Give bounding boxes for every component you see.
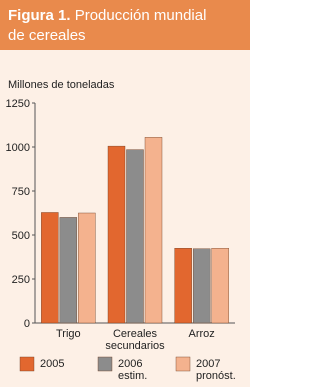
legend-label: 2005 bbox=[40, 358, 64, 370]
x-tick-label: Cereales secundarios bbox=[105, 328, 165, 352]
bar bbox=[192, 248, 211, 324]
y-tick-label: 1250 bbox=[6, 98, 30, 110]
legend-swatch bbox=[19, 356, 35, 372]
chart-title: Figura 1. Producción mundial bbox=[8, 7, 206, 24]
x-tick-label: Arroz bbox=[189, 328, 215, 340]
bar bbox=[41, 212, 59, 324]
legend-swatch bbox=[97, 356, 113, 372]
chart: Figura 1. Producción mundial Millones de… bbox=[0, 0, 250, 387]
y-tick-label: 0 bbox=[24, 318, 30, 330]
bar bbox=[211, 247, 229, 324]
y-tick-label: 250 bbox=[12, 274, 30, 286]
bar bbox=[78, 212, 96, 324]
legend-label: 2006 estim. bbox=[118, 358, 147, 382]
bar bbox=[126, 149, 144, 324]
bar bbox=[174, 247, 192, 324]
bar bbox=[107, 145, 126, 324]
legend-label: 2007 pronóst. bbox=[196, 358, 236, 382]
figure-label: Figura 1. bbox=[8, 7, 71, 24]
bar bbox=[144, 137, 163, 324]
chart-title-line: de cereales bbox=[8, 27, 86, 44]
header bbox=[0, 0, 250, 50]
y-tick-label: 750 bbox=[12, 186, 30, 198]
x-tick-label: Trigo bbox=[56, 328, 81, 340]
y-axis-label: Millones de toneladas bbox=[8, 79, 115, 91]
legend-swatch bbox=[175, 356, 191, 372]
bar bbox=[59, 217, 78, 324]
y-tick-label: 1000 bbox=[6, 142, 30, 154]
title-text: Producción mundial bbox=[75, 7, 207, 24]
y-tick-label: 500 bbox=[12, 230, 30, 242]
